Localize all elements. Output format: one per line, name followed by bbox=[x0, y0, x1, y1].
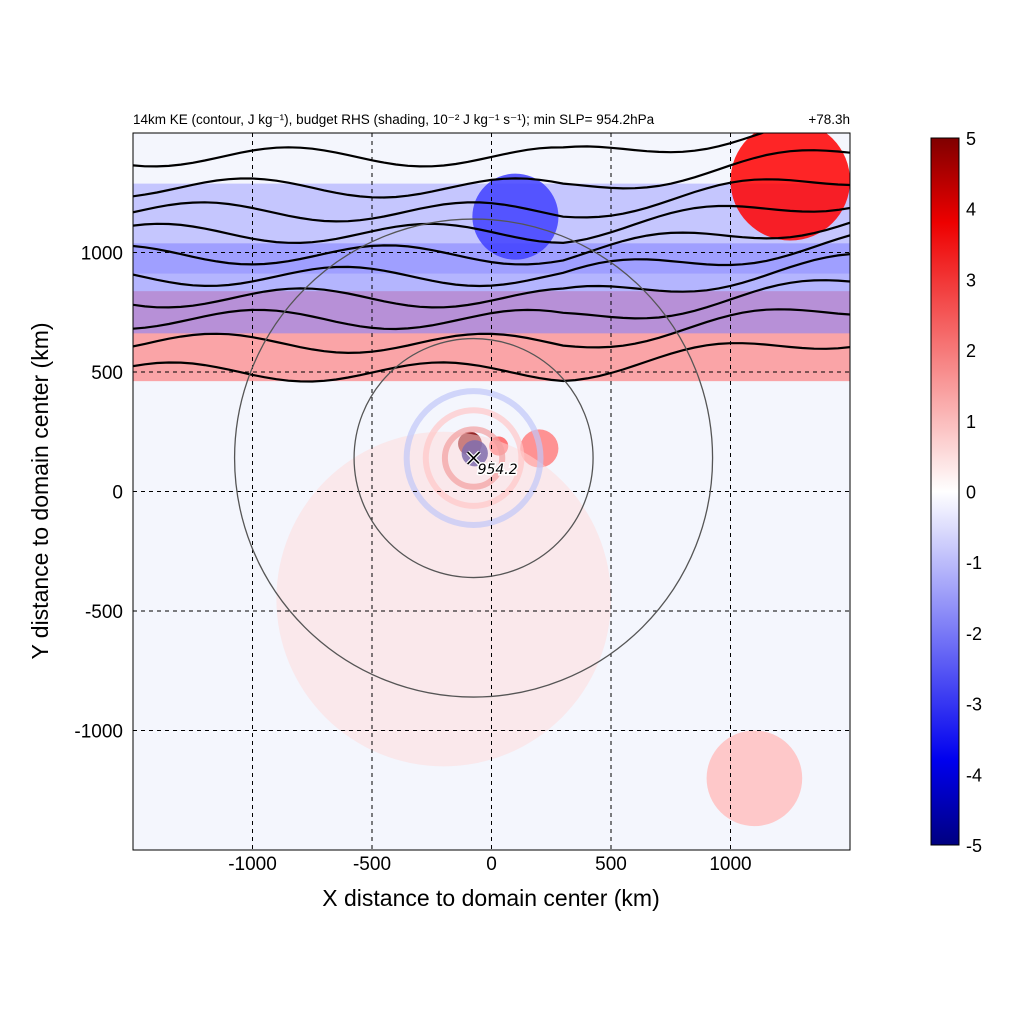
colorbar-tick-label: 4 bbox=[966, 200, 976, 220]
x-tick-label: 1000 bbox=[709, 854, 751, 875]
colorbar-tick-label: -3 bbox=[966, 695, 982, 715]
colorbar-ticks: 5 4 3 2 1 0 -1 -2 -3 -4 -5 bbox=[966, 129, 982, 856]
y-axis-ticks: -1000 -500 0 500 1000 bbox=[74, 244, 123, 743]
x-tick-label: -1000 bbox=[228, 854, 277, 875]
spiral-band bbox=[422, 407, 525, 509]
spiral-band bbox=[403, 388, 544, 528]
colorbar bbox=[930, 137, 960, 846]
x-axis-label: X distance to domain center (km) bbox=[322, 885, 659, 911]
colorbar-tick-label: -2 bbox=[966, 624, 982, 644]
plot-area: 954.2 bbox=[133, 133, 850, 850]
x-axis-ticks: -1000 -500 0 500 1000 bbox=[228, 854, 751, 875]
plot-frame bbox=[132, 132, 851, 851]
y-axis-label: Y distance to domain center (km) bbox=[27, 322, 53, 659]
y-tick-label: 1000 bbox=[81, 244, 123, 265]
min-slp-label: 954.2 bbox=[478, 462, 518, 478]
y-tick-label: 500 bbox=[91, 363, 123, 384]
colorbar-tick-label: 3 bbox=[966, 270, 976, 290]
x-tick-label: 0 bbox=[486, 854, 497, 875]
y-tick-label: -1000 bbox=[74, 722, 123, 743]
shading-blob bbox=[472, 173, 559, 260]
colorbar-tick-label: -1 bbox=[966, 553, 982, 573]
shading-blob bbox=[730, 133, 850, 241]
colorbar-tick-label: -4 bbox=[966, 765, 982, 785]
y-tick-label: 0 bbox=[112, 483, 123, 504]
shading-blob bbox=[276, 431, 611, 767]
colorbar-tick-label: 2 bbox=[966, 341, 976, 361]
colorbar-tick-label: 1 bbox=[966, 412, 976, 432]
colorbar-tick-label: -5 bbox=[966, 836, 982, 856]
forecast-hour-label: +78.3h bbox=[808, 112, 850, 127]
chart-title: 14km KE (contour, J kg⁻¹), budget RHS (s… bbox=[133, 112, 655, 127]
range-ring bbox=[353, 337, 594, 579]
x-icon bbox=[467, 451, 481, 465]
y-tick-label: -500 bbox=[85, 602, 123, 623]
x-tick-label: -500 bbox=[353, 854, 391, 875]
spiral-band bbox=[441, 426, 506, 490]
colorbar-tick-label: 0 bbox=[966, 483, 976, 503]
storm-center: 954.2 bbox=[466, 450, 519, 480]
shading-blob bbox=[706, 730, 803, 827]
range-rings bbox=[233, 218, 714, 698]
colorbar-tick-label: 5 bbox=[966, 129, 976, 149]
range-ring bbox=[233, 218, 714, 698]
x-tick-label: 500 bbox=[595, 854, 627, 875]
